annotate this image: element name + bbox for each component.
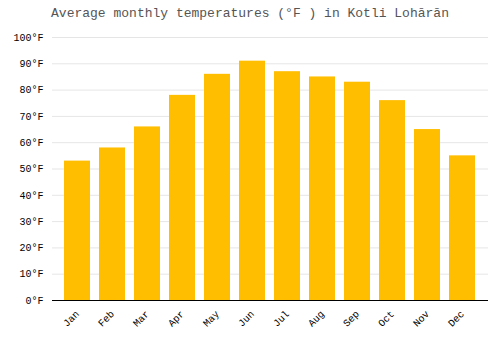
svg-text:Nov: Nov — [411, 309, 432, 330]
svg-text:60°F: 60°F — [19, 138, 43, 149]
svg-text:70°F: 70°F — [19, 112, 43, 123]
svg-text:Oct: Oct — [376, 309, 397, 330]
svg-text:80°F: 80°F — [19, 85, 43, 96]
svg-text:90°F: 90°F — [19, 59, 43, 70]
svg-text:Dec: Dec — [446, 309, 467, 330]
svg-text:Sep: Sep — [341, 309, 362, 330]
html-text:Average monthly temperatures (: Average monthly temperatures (°F ) in Ko… — [51, 6, 449, 21]
svg-text:0°F: 0°F — [25, 296, 43, 307]
svg-text:Jan: Jan — [61, 309, 82, 330]
svg-text:Jul: Jul — [271, 309, 292, 330]
svg-text:Jun: Jun — [236, 309, 257, 330]
svg-text:40°F: 40°F — [19, 191, 43, 202]
svg-text:Feb: Feb — [96, 309, 117, 330]
svg-text:50°F: 50°F — [19, 164, 43, 175]
svg-text:Mar: Mar — [131, 309, 152, 330]
svg-text:Apr: Apr — [166, 309, 187, 330]
svg-text:100°F: 100°F — [13, 33, 43, 44]
svg-text:30°F: 30°F — [19, 217, 43, 228]
svg-text:May: May — [201, 309, 222, 330]
svg-text:10°F: 10°F — [19, 269, 43, 280]
svg-text:Aug: Aug — [306, 309, 327, 330]
svg-text:20°F: 20°F — [19, 243, 43, 254]
